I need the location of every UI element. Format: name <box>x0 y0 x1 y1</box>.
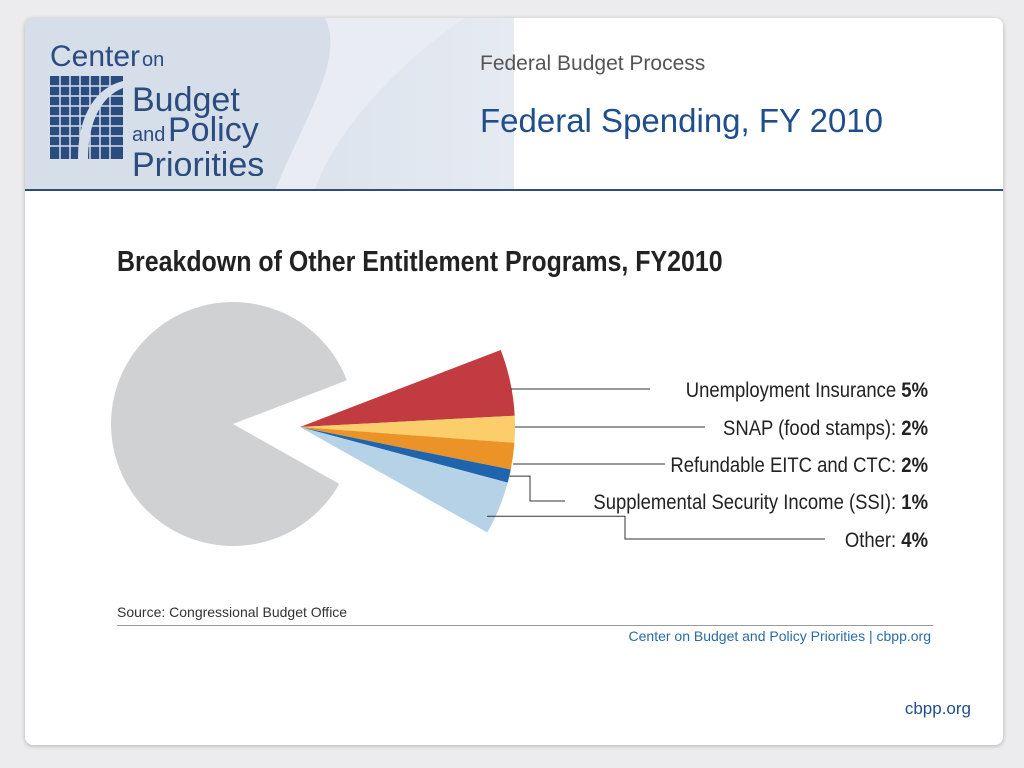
slide-title: Federal Spending, FY 2010 <box>480 102 884 139</box>
pie-chart: Unemployment Insurance 5% SNAP (food stam… <box>110 301 929 552</box>
slide: Center on Budget and Policy Priorities F… <box>25 18 1003 745</box>
slice-label: Supplemental Security Income (SSI): 1% <box>593 491 928 514</box>
svg-text:and: and <box>132 124 165 146</box>
slide-subtitle: Federal Budget Process <box>480 52 706 75</box>
pie-slice-remainder <box>110 301 347 546</box>
leader-line <box>509 475 565 502</box>
logo-graphic: Center on Budget and Policy Priorities <box>50 40 264 184</box>
header-swoosh <box>25 18 465 190</box>
svg-text:Budget: Budget <box>132 81 240 119</box>
svg-text:Policy: Policy <box>168 111 259 149</box>
pie-slice-4 <box>300 427 508 533</box>
header: Center on Budget and Policy Priorities F… <box>25 18 1003 190</box>
slice-label: SNAP (food stamps): 2% <box>723 417 928 440</box>
pie-slice-0 <box>300 349 515 427</box>
source-rule <box>117 625 933 626</box>
pie-slice-2 <box>300 427 515 470</box>
cbpp-logo: Center on Budget and Policy Priorities <box>50 36 310 184</box>
pie-slice-1 <box>300 415 515 443</box>
slice-label: Refundable EITC and CTC: 2% <box>670 454 928 477</box>
footer-url[interactable]: cbpp.org <box>904 699 971 718</box>
pie-slice-3 <box>300 427 511 483</box>
leader-line <box>487 515 825 540</box>
svg-text:on: on <box>142 49 164 71</box>
svg-text:Center: Center <box>50 40 140 73</box>
chart-title: Breakdown of Other Entitlement Programs,… <box>117 246 723 278</box>
slice-label: Other: 4% <box>845 529 929 552</box>
slice-label: Unemployment Insurance 5% <box>686 379 929 402</box>
chart-source: Source: Congressional Budget Office <box>117 604 348 620</box>
chart-credit: Center on Budget and Policy Priorities |… <box>628 628 931 644</box>
header-divider <box>25 189 1003 191</box>
